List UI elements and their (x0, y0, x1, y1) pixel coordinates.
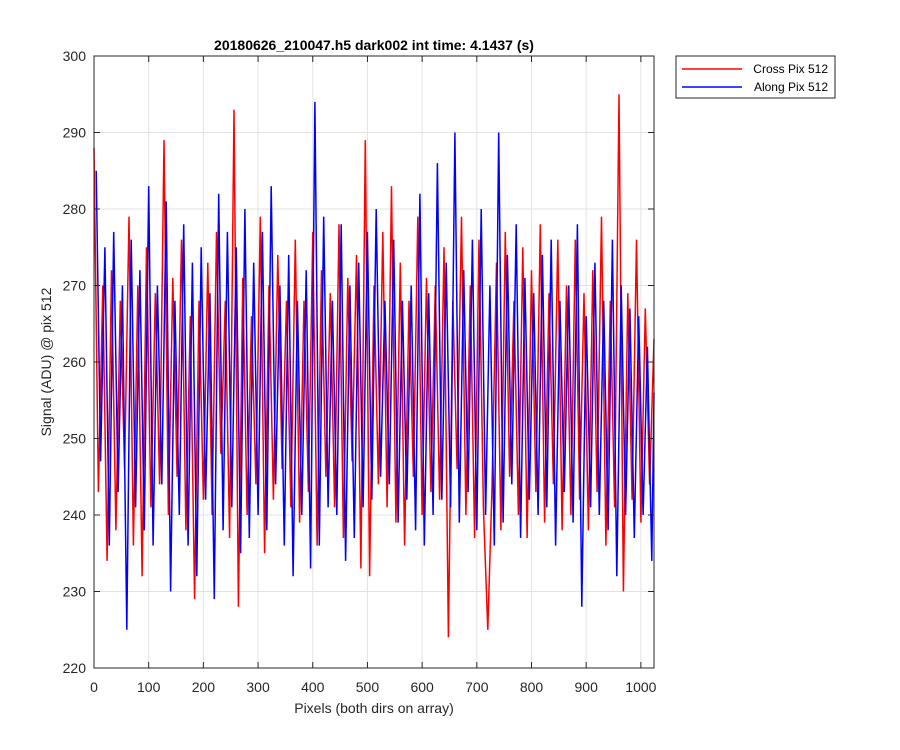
y-axis-label: Signal (ADU) @ pix 512 (38, 287, 54, 436)
chart-title: 20180626_210047.h5 dark002 int time: 4.1… (214, 37, 534, 53)
y-tick-label: 300 (63, 48, 87, 64)
x-tick-label: 1000 (625, 679, 656, 695)
series-group (93, 94, 655, 638)
y-tick-label: 270 (63, 278, 87, 294)
x-tick-label: 400 (301, 679, 325, 695)
x-tick-label: 700 (465, 679, 489, 695)
x-tick-label: 0 (90, 679, 98, 695)
x-tick-label: 600 (410, 679, 434, 695)
y-tick-label: 240 (63, 507, 87, 523)
x-tick-label: 300 (246, 679, 270, 695)
x-axis-label: Pixels (both dirs on array) (294, 700, 454, 716)
legend: Cross Pix 512 Along Pix 512 (675, 55, 836, 99)
legend-box (675, 55, 836, 99)
y-tick-label: 250 (63, 431, 87, 447)
y-tick-label: 220 (63, 660, 87, 676)
y-tick-label: 260 (63, 354, 87, 370)
y-tick-label: 290 (63, 125, 87, 141)
axis-ticks: 0 100 200 300 400 500 600 700 800 900 1000 220 230 24… (63, 48, 657, 695)
legend-label-along: Along Pix 512 (754, 80, 828, 94)
x-tick-label: 100 (137, 679, 161, 695)
y-tick-label: 280 (63, 201, 87, 217)
x-tick-label: 500 (356, 679, 380, 695)
legend-label-cross: Cross Pix 512 (753, 62, 828, 76)
x-tick-label: 900 (575, 679, 599, 695)
x-tick-label: 800 (520, 679, 544, 695)
series-line-along-pix-512 (95, 101, 655, 630)
x-tick-label: 200 (192, 679, 216, 695)
y-tick-label: 230 (63, 584, 87, 600)
